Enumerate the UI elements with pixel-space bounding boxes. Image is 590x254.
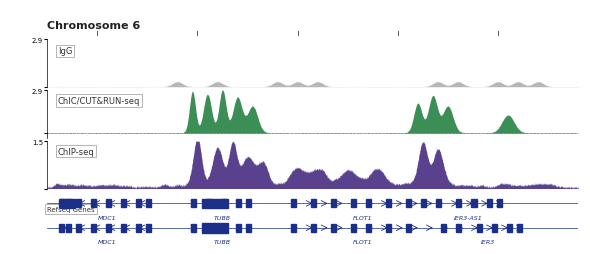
Bar <box>146 224 151 232</box>
Bar <box>407 200 411 208</box>
Text: 30,750 kb: 30,750 kb <box>479 39 517 47</box>
Text: MDC1: MDC1 <box>98 239 117 244</box>
Text: IER3-AS1: IER3-AS1 <box>454 215 483 220</box>
Text: IgG: IgG <box>58 47 72 56</box>
Bar <box>311 200 316 208</box>
Bar <box>106 224 111 232</box>
Bar <box>386 200 391 208</box>
Bar <box>59 224 64 232</box>
Bar <box>91 200 96 208</box>
Bar <box>407 224 411 232</box>
Bar <box>121 200 126 208</box>
Bar <box>517 224 522 232</box>
Bar <box>221 224 226 232</box>
Text: Chromosome 6: Chromosome 6 <box>47 21 140 30</box>
Text: 30,710 kb: 30,710 kb <box>78 39 116 47</box>
Text: TUBB: TUBB <box>214 215 231 220</box>
Bar <box>60 199 76 209</box>
Bar <box>206 224 211 232</box>
Bar <box>246 200 251 208</box>
Bar <box>136 200 141 208</box>
Bar <box>437 200 441 208</box>
Bar <box>136 224 141 232</box>
Bar <box>106 200 111 208</box>
Bar <box>291 200 296 208</box>
Text: FLOT1: FLOT1 <box>353 215 373 220</box>
Bar <box>366 200 371 208</box>
Text: TUBB: TUBB <box>214 239 231 244</box>
Bar <box>497 200 502 208</box>
Bar <box>146 200 151 208</box>
Text: ChIP-seq: ChIP-seq <box>58 147 94 156</box>
Bar <box>76 224 81 232</box>
Bar <box>351 200 356 208</box>
Text: Refseq Genes: Refseq Genes <box>47 207 95 212</box>
Bar <box>191 224 196 232</box>
Bar <box>311 224 316 232</box>
Bar <box>76 200 81 208</box>
Text: FLOT1: FLOT1 <box>353 239 373 244</box>
Bar <box>206 200 211 208</box>
Bar <box>366 224 371 232</box>
Bar <box>221 200 226 208</box>
Text: 30,720 kb: 30,720 kb <box>178 39 217 47</box>
Bar <box>65 200 71 208</box>
Bar <box>507 224 512 232</box>
Bar <box>491 224 497 232</box>
Bar <box>236 200 241 208</box>
Bar <box>291 224 296 232</box>
Text: MDC1: MDC1 <box>98 215 117 220</box>
Bar <box>65 224 71 232</box>
Bar <box>191 200 196 208</box>
Bar <box>487 200 491 208</box>
Text: ChIC/CUT&RUN-seq: ChIC/CUT&RUN-seq <box>58 97 140 105</box>
Text: IER3: IER3 <box>481 239 495 244</box>
Bar <box>331 224 336 232</box>
Bar <box>386 224 391 232</box>
Bar <box>421 200 427 208</box>
Bar <box>202 223 228 233</box>
Bar <box>441 224 447 232</box>
Bar <box>471 200 477 208</box>
Text: 30,740 kb: 30,740 kb <box>379 39 417 47</box>
Bar <box>202 199 228 209</box>
Bar <box>59 200 64 208</box>
Bar <box>91 224 96 232</box>
Bar <box>246 224 251 232</box>
Bar <box>457 200 461 208</box>
Bar <box>477 224 481 232</box>
Bar <box>457 224 461 232</box>
Bar <box>121 224 126 232</box>
Bar <box>351 224 356 232</box>
Bar <box>331 200 336 208</box>
Text: 30,730 kb: 30,730 kb <box>278 39 317 47</box>
Bar <box>236 224 241 232</box>
